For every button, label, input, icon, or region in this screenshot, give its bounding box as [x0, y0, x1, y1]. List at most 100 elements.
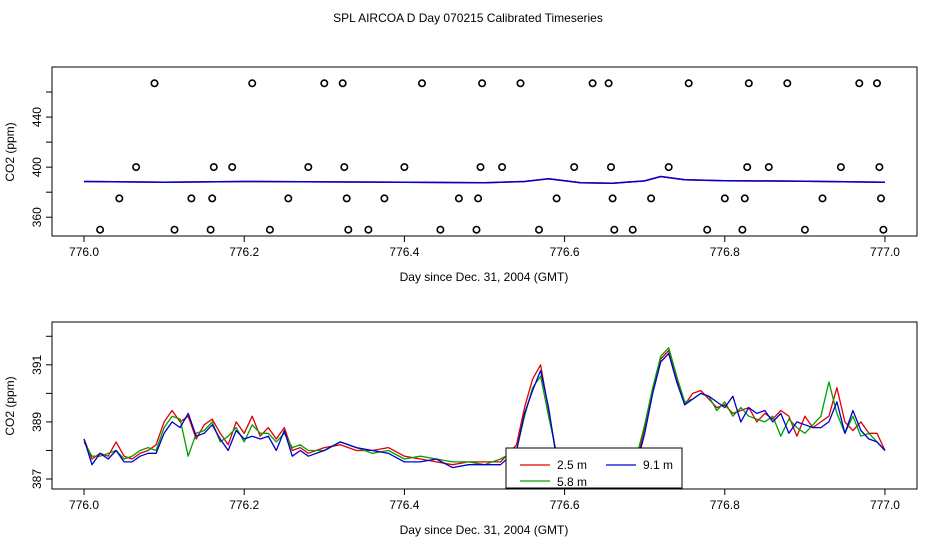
top-y-axis: 360 400 440 [30, 91, 53, 227]
calibration-point [684, 79, 693, 88]
bottom-x-tick-label: 777.0 [870, 498, 900, 512]
calibration-point [284, 194, 293, 203]
top-y-tick-label: 440 [30, 107, 44, 127]
calibration-point [879, 225, 888, 234]
top-x-axis-label: Day since Dec. 31, 2004 (GMT) [400, 270, 569, 284]
calibration-point [628, 225, 637, 234]
bottom-x-tick-label: 776.4 [389, 498, 419, 512]
calibration-point [265, 225, 274, 234]
calibration-point [187, 194, 196, 203]
bottom-y-tick-label: 389 [30, 412, 44, 432]
bottom-y-axis: 387 389 391 [30, 335, 53, 489]
calibration-point [248, 79, 257, 88]
calibration-point [608, 194, 617, 203]
calibration-point [478, 79, 487, 88]
calibration-point [344, 225, 353, 234]
calibration-point [132, 163, 141, 172]
calibration-point [855, 79, 864, 88]
legend-label-2-5m: 2.5 m [557, 458, 587, 472]
panel-bottom: 2.5 m 5.8 m 9.1 m 776.0 776.2 776.4 776.6 77… [3, 321, 918, 537]
top-x-tick-label: 776.6 [550, 245, 580, 259]
calibration-point [342, 194, 351, 203]
top-series-line-blue [83, 175, 886, 184]
calibration-point [604, 79, 613, 88]
calibration-point [115, 194, 124, 203]
calibration-point [516, 79, 525, 88]
calibration-point [647, 194, 656, 203]
calibration-point [206, 225, 215, 234]
calibration-point [552, 194, 561, 203]
calibration-point [800, 225, 809, 234]
legend-label-9-1m: 9.1 m [643, 458, 673, 472]
calibration-point [872, 79, 881, 88]
calibration-point [474, 194, 483, 203]
calibration-point [417, 79, 426, 88]
calibration-point [476, 163, 485, 172]
bottom-x-tick-label: 776.0 [69, 498, 99, 512]
series-line-9-1-m [83, 352, 886, 483]
calibration-point [170, 225, 179, 234]
calibration-point [454, 194, 463, 203]
calibration-point [338, 79, 347, 88]
calibration-point [720, 194, 729, 203]
legend-label-5-8m: 5.8 m [557, 475, 587, 489]
bottom-y-axis-label: CO2 (ppm) [3, 376, 17, 435]
calibration-point [320, 79, 329, 88]
top-x-tick-label: 776.2 [229, 245, 259, 259]
calibration-point [738, 225, 747, 234]
calibration-point [436, 225, 445, 234]
calibration-point [764, 163, 773, 172]
bottom-x-tick-label: 776.2 [229, 498, 259, 512]
top-y-tick-label: 400 [30, 157, 44, 177]
bottom-y-tick-label: 387 [30, 469, 44, 489]
calibration-point [400, 163, 409, 172]
calibration-point [96, 225, 105, 234]
calibration-point [703, 225, 712, 234]
calibration-point [570, 163, 579, 172]
calibration-point [606, 163, 615, 172]
calibration-point [340, 163, 349, 172]
bottom-x-tick-label: 776.6 [550, 498, 580, 512]
calibration-point [610, 225, 619, 234]
top-y-axis-label: CO2 (ppm) [3, 122, 17, 181]
bottom-y-tick-label: 391 [30, 354, 44, 374]
calibration-point [740, 194, 749, 203]
calibration-point [304, 163, 313, 172]
top-x-tick-label: 777.0 [870, 245, 900, 259]
top-x-tick-label: 776.0 [69, 245, 99, 259]
calibration-point [534, 225, 543, 234]
top-x-tick-label: 776.8 [710, 245, 740, 259]
series-line-2-5-m [83, 349, 886, 483]
bottom-x-axis: 776.0 776.2 776.4 776.6 776.8 777.0 [69, 489, 900, 512]
top-x-tick-label: 776.4 [389, 245, 419, 259]
legend: 2.5 m 5.8 m 9.1 m [505, 447, 683, 489]
calibration-point [818, 194, 827, 203]
calibration-point [783, 79, 792, 88]
figure-title: SPL AIRCOA D Day 070215 Calibrated Times… [333, 11, 603, 25]
calibration-point [664, 163, 673, 172]
calibration-point [876, 194, 885, 203]
calibration-point [380, 194, 389, 203]
calibration-point [498, 163, 507, 172]
calibration-point [228, 163, 237, 172]
calibration-point [472, 225, 481, 234]
calibration-point [364, 225, 373, 234]
bottom-plot-area [83, 347, 886, 483]
panel-top: 776.0 776.2 776.4 776.6 776.8 777.0 360 400 440… [3, 66, 918, 284]
calibration-point [209, 163, 218, 172]
top-plot-area [83, 79, 888, 234]
calibration-point [588, 79, 597, 88]
top-x-axis: 776.0 776.2 776.4 776.6 776.8 777.0 [69, 236, 900, 259]
calibration-point [208, 194, 217, 203]
bottom-plot-frame [51, 321, 918, 490]
calibration-point [743, 163, 752, 172]
top-plot-frame [51, 66, 918, 237]
top-y-tick-label: 360 [30, 207, 44, 227]
bottom-x-axis-label: Day since Dec. 31, 2004 (GMT) [400, 523, 569, 537]
bottom-x-tick-label: 776.8 [710, 498, 740, 512]
calibration-point [744, 79, 753, 88]
calibration-point [875, 163, 884, 172]
calibration-point [836, 163, 845, 172]
calibration-point [150, 79, 159, 88]
